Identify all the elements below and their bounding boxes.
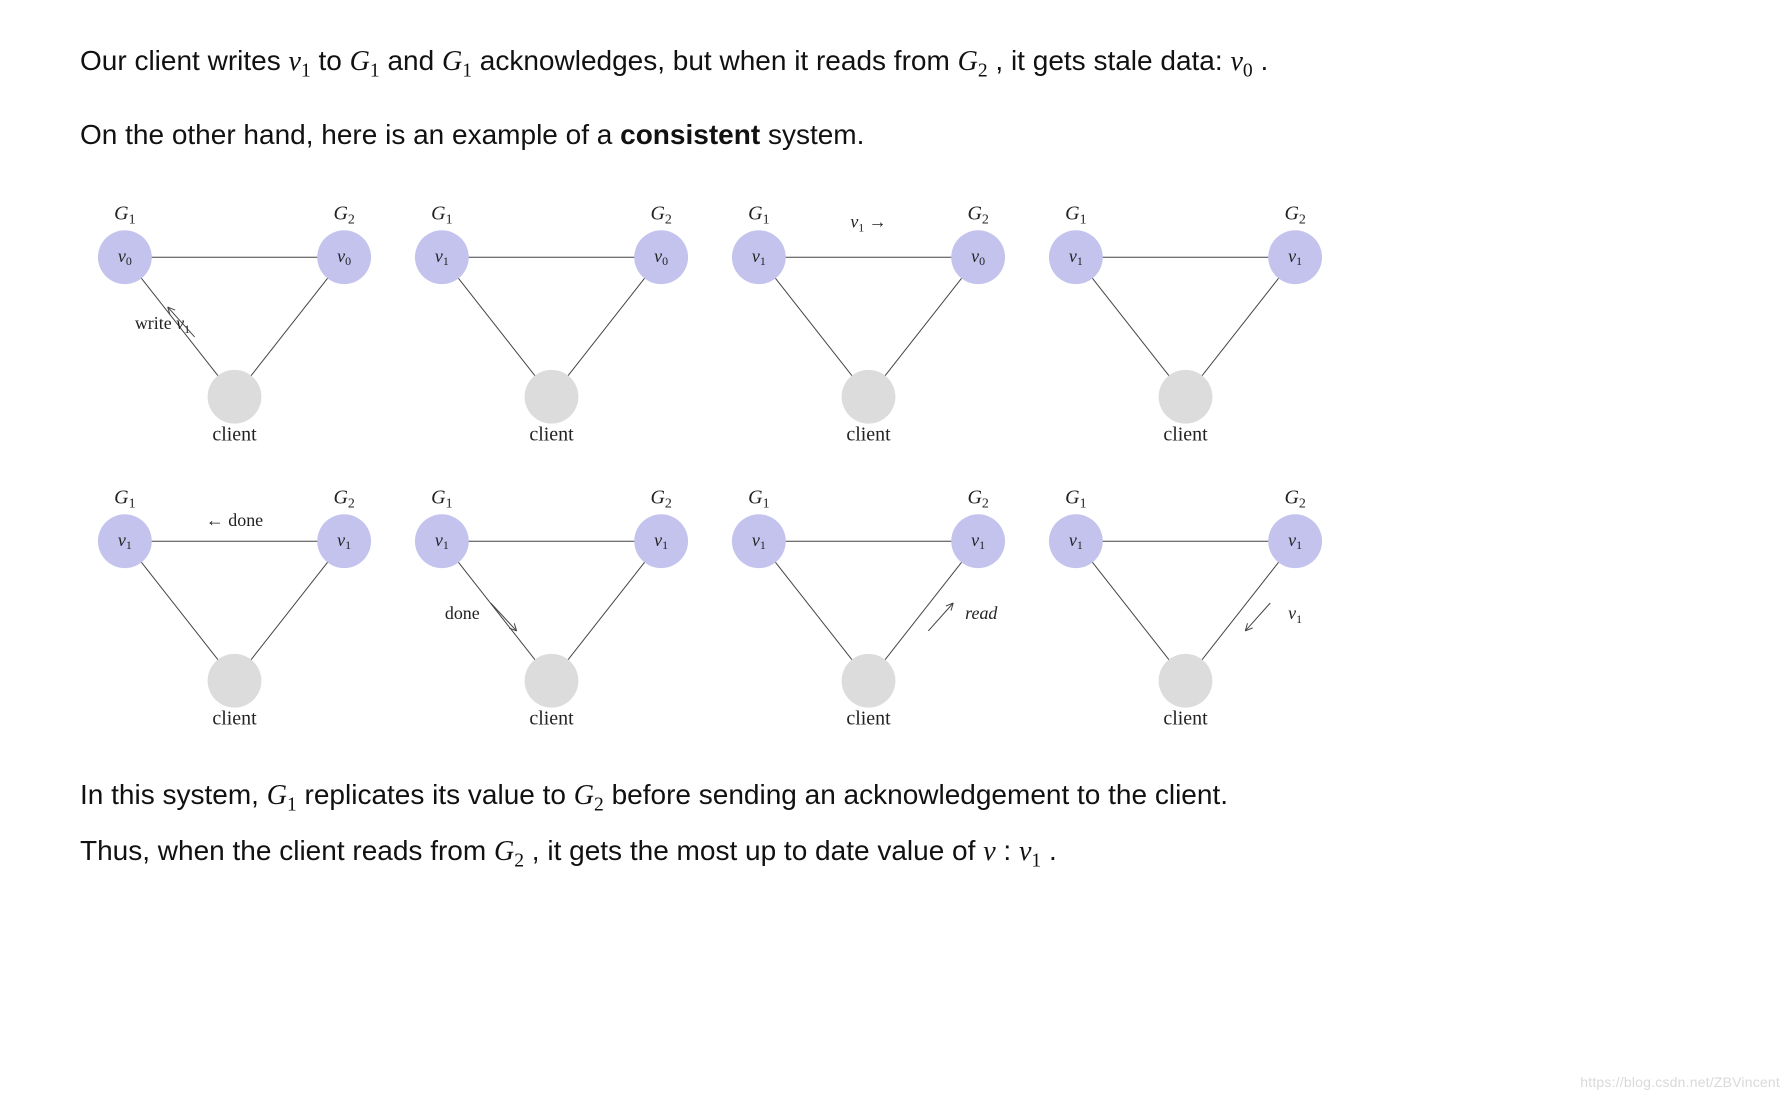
svg-text:G1: G1 xyxy=(748,202,769,227)
panel-svg: G1 G2 v1 v1 client xyxy=(1031,184,1340,460)
svg-text:client: client xyxy=(529,424,574,446)
text: , it gets stale data: xyxy=(995,45,1230,76)
math-v: v xyxy=(983,836,995,867)
math-v1: v1 xyxy=(1019,836,1041,867)
diagram-panel: G1 G2 v1 v1 client v1 xyxy=(1031,468,1340,744)
text: . xyxy=(1049,835,1057,866)
svg-text:G2: G2 xyxy=(967,486,988,511)
math-G2: G2 xyxy=(574,780,604,811)
text: and xyxy=(387,45,442,76)
node-client xyxy=(1159,654,1213,708)
text: before sending an acknowledgement to the… xyxy=(612,779,1228,810)
svg-text:G1: G1 xyxy=(748,486,769,511)
panel-svg: G1 G2 v1 v1 client done xyxy=(397,468,706,744)
text: On the other hand, here is an example of… xyxy=(80,119,620,150)
text: Thus, when the client reads from xyxy=(80,835,494,866)
node-client xyxy=(208,370,262,424)
node-client xyxy=(525,370,579,424)
paragraph-outro-2: Thus, when the client reads from G2 , it… xyxy=(80,830,1710,876)
node-client xyxy=(525,654,579,708)
text: replicates its value to xyxy=(305,779,574,810)
diagram-panel: G1 G2 v0 v0 client write v1 xyxy=(80,184,389,460)
text: Our client writes xyxy=(80,45,289,76)
svg-text:client: client xyxy=(1163,424,1208,446)
paragraph-intro-2: On the other hand, here is an example of… xyxy=(80,114,1710,156)
svg-text:← done: ← done xyxy=(206,510,263,530)
node-client xyxy=(842,654,896,708)
svg-text:G1: G1 xyxy=(431,486,452,511)
diagram-grid: G1 G2 v0 v0 client write v1 G1 G2 v1 v0 … xyxy=(80,184,1340,744)
svg-text:G2: G2 xyxy=(650,486,671,511)
svg-text:read: read xyxy=(965,603,998,623)
svg-text:G1: G1 xyxy=(114,202,135,227)
panel-svg: G1 G2 v1 v1 client ← done xyxy=(80,468,389,744)
svg-text:client: client xyxy=(846,424,891,446)
svg-text:G2: G2 xyxy=(650,202,671,227)
math-G1: G1 xyxy=(442,46,472,77)
svg-text:G2: G2 xyxy=(967,202,988,227)
text: In this system, xyxy=(80,779,267,810)
watermark: https://blog.csdn.net/ZBVincent xyxy=(1580,1074,1780,1090)
panel-svg: G1 G2 v1 v0 client xyxy=(397,184,706,460)
page: Our client writes v1 to G1 and G1 acknow… xyxy=(0,0,1790,1096)
math-v1: v1 xyxy=(289,46,311,77)
math-G1: G1 xyxy=(350,46,380,77)
svg-text:G2: G2 xyxy=(333,486,354,511)
diagram-panel: G1 G2 v1 v1 client read xyxy=(714,468,1023,744)
svg-text:client: client xyxy=(529,708,574,730)
svg-text:v1 →: v1 → xyxy=(850,211,886,234)
diagram-panel: G1 G2 v1 v1 client ← done xyxy=(80,468,389,744)
text: system. xyxy=(768,119,864,150)
svg-text:write v1: write v1 xyxy=(135,313,190,336)
text: acknowledges, but when it reads from xyxy=(480,45,958,76)
node-client xyxy=(1159,370,1213,424)
svg-text:G1: G1 xyxy=(1065,202,1086,227)
svg-text:client: client xyxy=(212,424,257,446)
bold-consistent: consistent xyxy=(620,119,760,150)
diagram-panel: G1 G2 v1 v1 client xyxy=(1031,184,1340,460)
text: . xyxy=(1260,45,1268,76)
math-G1: G1 xyxy=(267,780,297,811)
svg-text:G2: G2 xyxy=(1284,202,1305,227)
panel-svg: G1 G2 v0 v0 client write v1 xyxy=(80,184,389,460)
math-v0: v0 xyxy=(1230,46,1252,77)
node-client xyxy=(208,654,262,708)
paragraph-outro-1: In this system, G1 replicates its value … xyxy=(80,774,1710,820)
panel-svg: G1 G2 v1 v1 client v1 xyxy=(1031,468,1340,744)
svg-text:done: done xyxy=(445,603,480,623)
svg-text:G2: G2 xyxy=(333,202,354,227)
text: , it gets the most up to date value of xyxy=(532,835,983,866)
panel-svg: G1 G2 v1 v1 client read xyxy=(714,468,1023,744)
svg-text:client: client xyxy=(1163,708,1208,730)
svg-text:client: client xyxy=(846,708,891,730)
svg-text:G1: G1 xyxy=(431,202,452,227)
node-client xyxy=(842,370,896,424)
diagram-panel: G1 G2 v1 v1 client done xyxy=(397,468,706,744)
svg-text:G1: G1 xyxy=(1065,486,1086,511)
svg-text:v1: v1 xyxy=(1288,603,1302,626)
text: : xyxy=(1003,835,1019,866)
svg-text:client: client xyxy=(212,708,257,730)
panel-svg: G1 G2 v1 v0 client v1 → xyxy=(714,184,1023,460)
diagram-panel: G1 G2 v1 v0 client v1 → xyxy=(714,184,1023,460)
paragraph-intro-1: Our client writes v1 to G1 and G1 acknow… xyxy=(80,40,1710,86)
math-G2: G2 xyxy=(958,46,988,77)
math-G2: G2 xyxy=(494,836,524,867)
svg-text:G1: G1 xyxy=(114,486,135,511)
svg-text:G2: G2 xyxy=(1284,486,1305,511)
text: to xyxy=(319,45,350,76)
diagram-panel: G1 G2 v1 v0 client xyxy=(397,184,706,460)
